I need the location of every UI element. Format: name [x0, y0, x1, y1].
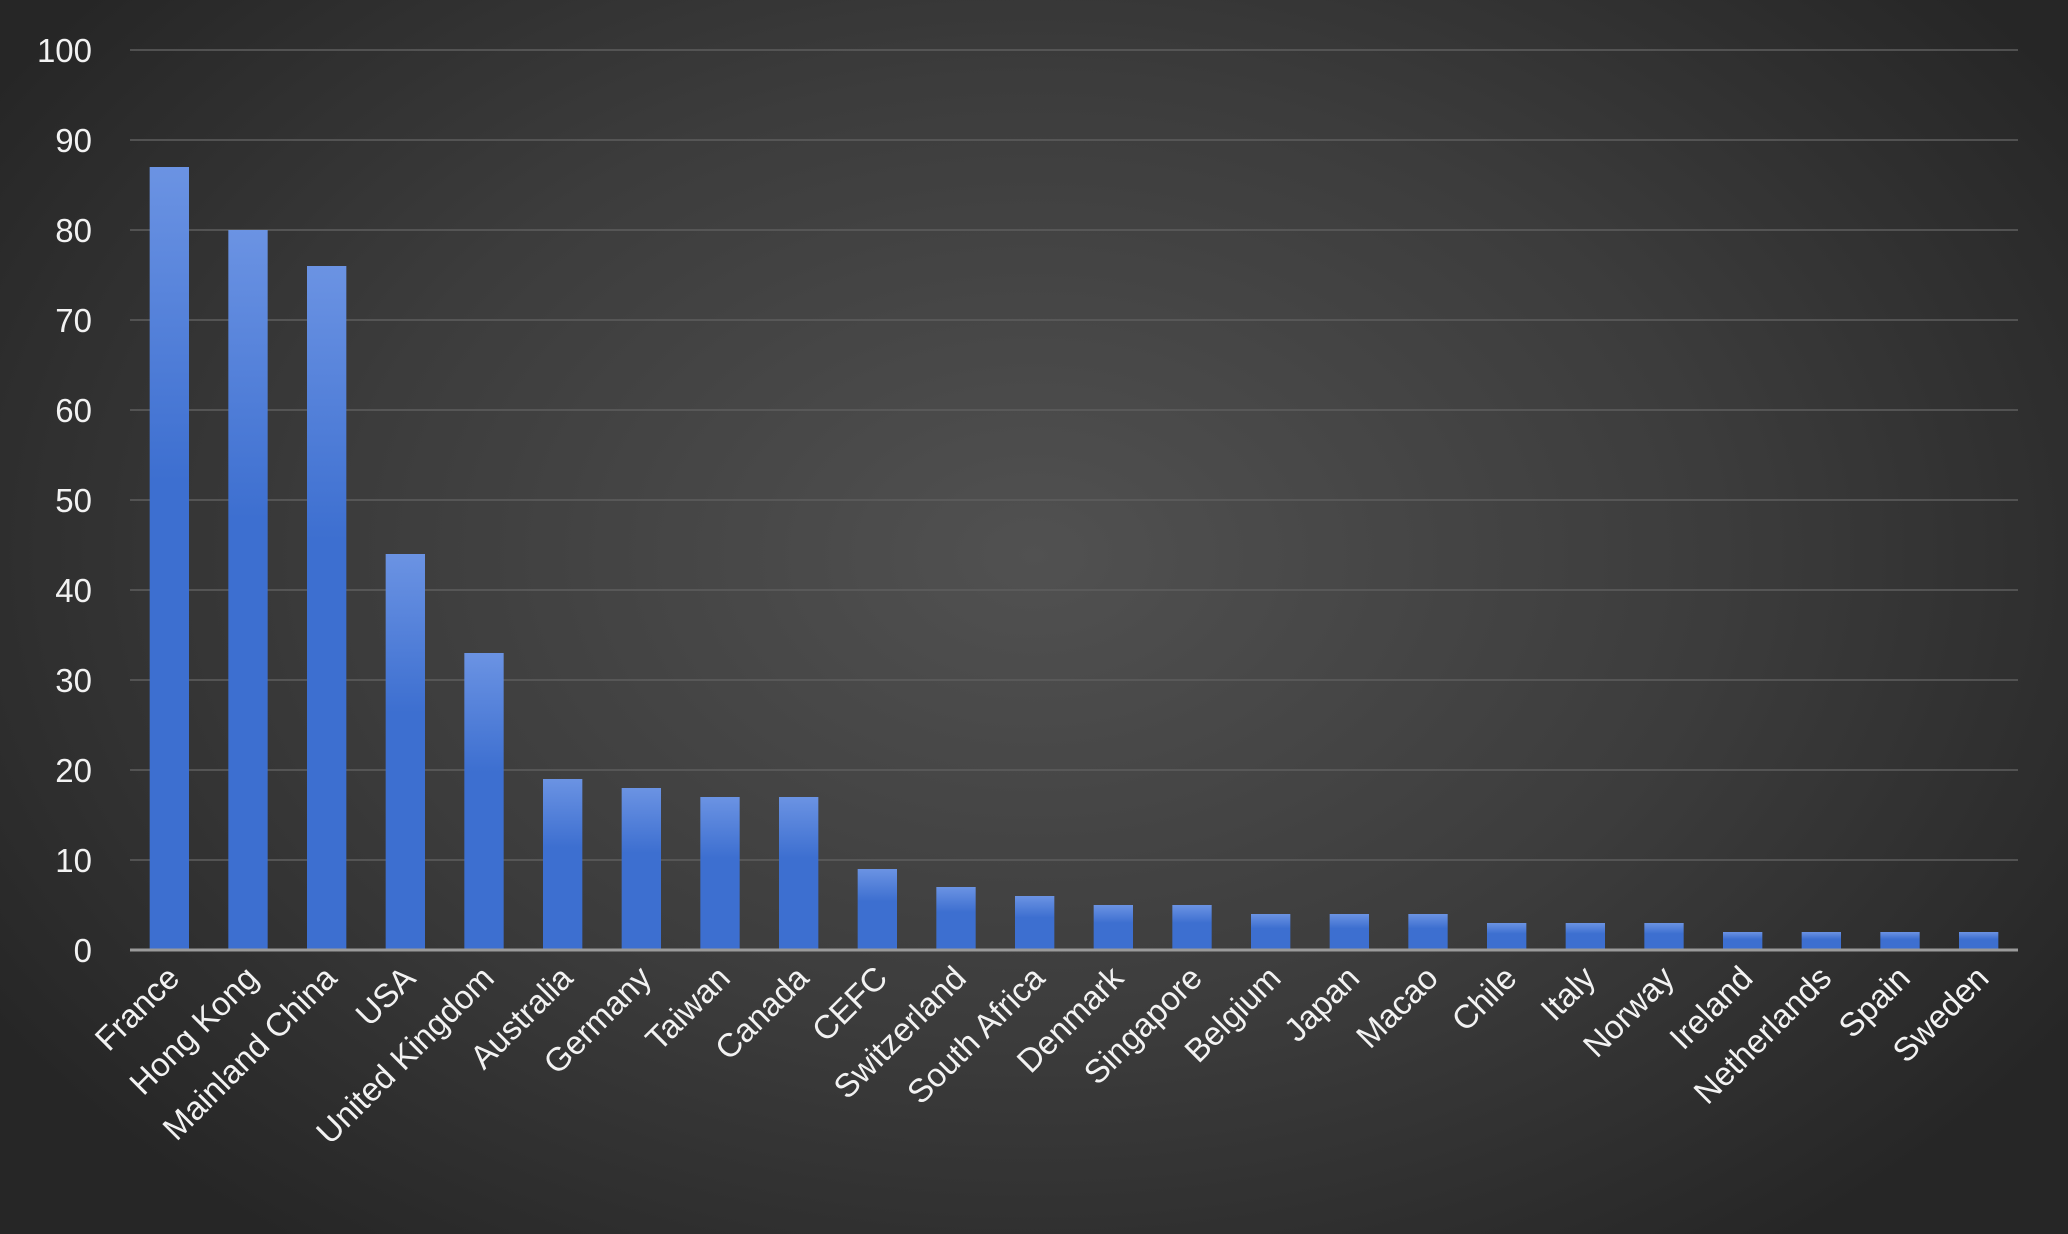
bar-netherlands	[1801, 932, 1841, 950]
x-tick-label: Italy	[1533, 958, 1602, 1027]
y-tick-label: 10	[55, 842, 92, 879]
y-tick-label: 60	[55, 392, 92, 429]
gridlines	[130, 49, 2018, 861]
bar-taiwan	[700, 797, 740, 950]
bar-italy	[1565, 923, 1605, 950]
bar-canada	[779, 797, 819, 950]
bar-spain	[1880, 932, 1920, 950]
y-tick-label: 80	[55, 212, 92, 249]
y-tick-label: 20	[55, 752, 92, 789]
bar-switzerland	[936, 887, 976, 950]
y-tick-label: 70	[55, 302, 92, 339]
bar-cefc	[857, 869, 897, 950]
x-tick-label: Japan	[1277, 959, 1367, 1049]
y-tick-label: 90	[55, 122, 92, 159]
bar-singapore	[1172, 905, 1212, 950]
bar-belgium	[1251, 914, 1291, 950]
bar-norway	[1644, 923, 1684, 950]
bar-france	[149, 167, 189, 950]
y-tick-label: 50	[55, 482, 92, 519]
y-axis-tick-labels: 0 10 20 30 40 50 60 70 80 90 100	[37, 32, 92, 969]
bar-macao	[1408, 914, 1448, 950]
bar-germany	[621, 788, 661, 950]
x-tick-label: Macao	[1349, 959, 1445, 1055]
bar-usa	[385, 554, 425, 950]
bar-south-africa	[1015, 896, 1055, 950]
bar-denmark	[1093, 905, 1133, 950]
bar-chile	[1487, 923, 1527, 950]
bar-ireland	[1723, 932, 1763, 950]
bar-sweden	[1959, 932, 1999, 950]
bar-japan	[1329, 914, 1369, 950]
y-tick-label: 0	[74, 932, 92, 969]
y-tick-label: 40	[55, 572, 92, 609]
x-tick-label: Chile	[1444, 959, 1523, 1038]
bar-mainland-china	[307, 266, 347, 950]
bar-australia	[543, 779, 583, 950]
bar-hong-kong	[228, 230, 268, 950]
y-tick-label: 30	[55, 662, 92, 699]
y-tick-label: 100	[37, 32, 92, 69]
bar-united-kingdom	[464, 653, 504, 950]
bars	[149, 167, 1999, 950]
